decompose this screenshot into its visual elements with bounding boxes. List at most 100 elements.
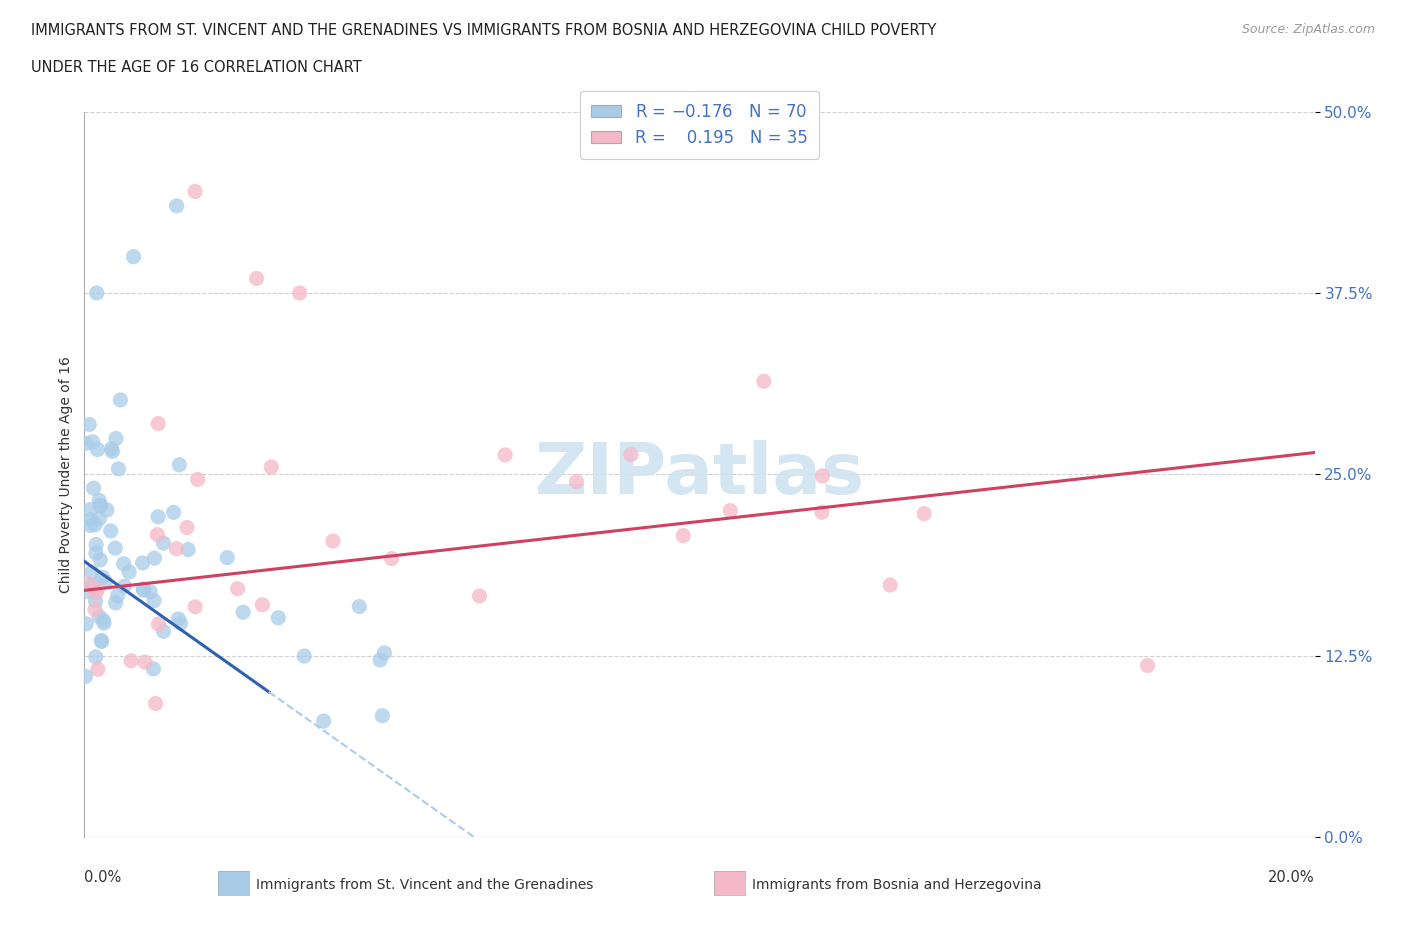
Point [169, 616, 191, 631]
Point [232, 604, 254, 619]
Point [104, 540, 127, 555]
Point [139, 584, 162, 599]
Point [176, 520, 198, 535]
Point [312, 713, 335, 728]
Point [167, 612, 190, 627]
Point [77, 577, 100, 591]
Point [132, 581, 155, 596]
Point [75, 436, 97, 451]
Point [148, 617, 170, 631]
Point [90, 633, 112, 648]
Point [86, 442, 108, 457]
Text: Immigrants from St. Vincent and the Grenadines: Immigrants from St. Vincent and the Gren… [256, 878, 593, 893]
Point [166, 541, 188, 556]
Point [260, 459, 283, 474]
Point [912, 506, 935, 521]
Point [177, 542, 200, 557]
Point [879, 578, 901, 592]
Point [267, 610, 290, 625]
Point [252, 597, 274, 612]
Text: Source: ZipAtlas.com: Source: ZipAtlas.com [1241, 23, 1375, 36]
Point [89, 609, 111, 624]
Point [143, 593, 166, 608]
Point [142, 661, 165, 676]
Point [82, 434, 104, 449]
Point [565, 474, 588, 489]
Point [184, 599, 207, 614]
Point [84, 593, 107, 608]
Point [373, 645, 395, 660]
Point [718, 503, 741, 518]
Point [84, 585, 107, 600]
Point [104, 595, 127, 610]
Point [84, 546, 107, 561]
Legend: R = $-$0.176   N = 70, R =    0.195   N = 35: R = $-$0.176 N = 70, R = 0.195 N = 35 [579, 91, 820, 159]
Point [187, 472, 209, 487]
Point [75, 669, 97, 684]
Text: 0.0%: 0.0% [84, 870, 121, 884]
Point [292, 648, 315, 663]
Point [349, 599, 371, 614]
Point [468, 589, 491, 604]
Point [100, 524, 122, 538]
Point [75, 617, 97, 631]
Point [131, 555, 153, 570]
Point [368, 653, 391, 668]
Point [93, 613, 115, 628]
Point [90, 634, 112, 649]
Point [112, 556, 135, 571]
Point [118, 565, 141, 579]
Point [96, 502, 118, 517]
Point [152, 624, 174, 639]
Point [672, 528, 695, 543]
Point [620, 447, 643, 462]
Point [101, 444, 124, 458]
Point [120, 654, 142, 669]
Point [169, 458, 191, 472]
Y-axis label: Child Poverty Under the Age of 16: Child Poverty Under the Age of 16 [59, 356, 73, 592]
Point [380, 551, 402, 566]
Point [146, 527, 169, 542]
Point [79, 518, 101, 533]
Point [146, 510, 169, 525]
Point [226, 581, 249, 596]
Point [89, 512, 111, 526]
Point [1136, 658, 1159, 673]
Point [86, 286, 108, 300]
Point [82, 578, 104, 592]
Point [166, 198, 188, 213]
Point [94, 574, 117, 589]
Point [143, 551, 166, 565]
Point [104, 431, 127, 445]
Point [110, 392, 132, 407]
Text: Immigrants from Bosnia and Herzegovina: Immigrants from Bosnia and Herzegovina [752, 878, 1042, 893]
Text: IMMIGRANTS FROM ST. VINCENT AND THE GRENADINES VS IMMIGRANTS FROM BOSNIA AND HER: IMMIGRANTS FROM ST. VINCENT AND THE GREN… [31, 23, 936, 38]
Point [87, 662, 110, 677]
Point [80, 512, 103, 527]
Point [93, 616, 115, 631]
Point [134, 655, 156, 670]
Point [752, 374, 775, 389]
Point [148, 416, 170, 431]
Point [107, 461, 129, 476]
Point [494, 447, 516, 462]
Point [112, 578, 135, 593]
Point [322, 534, 344, 549]
Point [184, 184, 207, 199]
Point [84, 602, 107, 617]
Point [371, 709, 394, 724]
Point [107, 589, 129, 604]
Point [84, 538, 107, 552]
Point [217, 551, 239, 565]
Point [90, 498, 112, 513]
Point [89, 493, 111, 508]
Point [89, 498, 111, 513]
Point [163, 505, 186, 520]
Point [152, 536, 174, 551]
Point [77, 584, 100, 599]
Point [87, 581, 110, 596]
Point [91, 570, 114, 585]
Point [84, 517, 107, 532]
Point [83, 481, 105, 496]
Point [100, 441, 122, 456]
